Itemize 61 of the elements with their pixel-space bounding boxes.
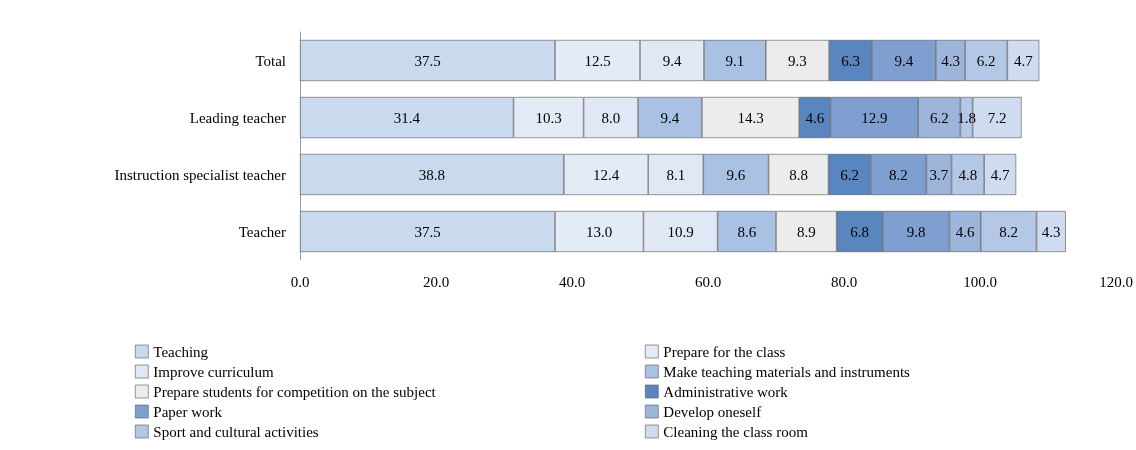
data-label: 9.4 xyxy=(662,52,682,69)
legend-label: Paper work xyxy=(153,403,223,420)
x-tick-label: 60.0 xyxy=(694,273,722,290)
data-label: 4.7 xyxy=(1013,52,1034,69)
data-label: 9.1 xyxy=(725,52,745,69)
data-label: 4.6 xyxy=(805,109,825,126)
x-tick-label: 120.0 xyxy=(1099,273,1133,290)
data-label: 12.4 xyxy=(592,166,620,183)
data-label: 37.5 xyxy=(414,223,441,240)
data-label: 8.8 xyxy=(789,166,808,183)
data-label: 6.2 xyxy=(976,52,996,69)
data-label: 4.3 xyxy=(1041,223,1061,240)
x-tick-label: 0.0 xyxy=(290,273,310,290)
data-label: 8.6 xyxy=(737,223,757,240)
legend-label: Cleaning the class room xyxy=(663,423,809,440)
data-label: 31.4 xyxy=(393,109,421,126)
data-label: 9.4 xyxy=(660,109,680,126)
data-label: 4.7 xyxy=(990,166,1011,183)
data-label: 8.2 xyxy=(889,166,908,183)
data-label: 10.3 xyxy=(535,109,562,126)
data-label: 8.1 xyxy=(666,166,686,183)
data-label: 7.2 xyxy=(987,109,1007,126)
data-label: 4.3 xyxy=(941,52,960,69)
data-label: 9.8 xyxy=(906,223,926,240)
data-label: 8.9 xyxy=(796,223,816,240)
y-tick-label: Leading teacher xyxy=(189,109,286,126)
y-tick-label: Instruction specialist teacher xyxy=(114,166,286,183)
legend-label: Prepare students for competition on the subject xyxy=(153,383,437,400)
data-label: 10.9 xyxy=(667,223,694,240)
data-label: 4.6 xyxy=(955,223,976,240)
x-tick-label: 80.0 xyxy=(830,273,858,290)
data-label: 12.5 xyxy=(584,52,611,69)
data-label: 38.8 xyxy=(418,166,446,183)
legend-label: Make teaching materials and instruments xyxy=(663,363,911,380)
data-label: 8.0 xyxy=(601,109,621,126)
legend-label: Improve curriculum xyxy=(153,363,275,380)
data-label: 4.8 xyxy=(958,166,978,183)
y-tick-label: Total xyxy=(255,52,286,69)
legend-label: Teaching xyxy=(153,343,209,360)
legend-label: Sport and cultural activities xyxy=(153,423,319,440)
data-label: 9.6 xyxy=(726,166,746,183)
data-label: 6.2 xyxy=(840,166,859,183)
data-label: 12.9 xyxy=(861,109,888,126)
data-label: 6.3 xyxy=(841,52,860,69)
data-label: 1.8 xyxy=(957,109,976,126)
legend-label: Develop oneself xyxy=(663,403,762,420)
data-label: 8.2 xyxy=(999,223,1019,240)
data-label: 9.4 xyxy=(894,52,914,69)
data-label: 6.2 xyxy=(929,109,949,126)
data-label: 13.0 xyxy=(586,223,613,240)
x-tick-label: 40.0 xyxy=(558,273,586,290)
data-label: 9.3 xyxy=(788,52,807,69)
data-label: 3.7 xyxy=(929,166,949,183)
y-tick-label: Teacher xyxy=(238,223,286,240)
legend-label: Prepare for the class xyxy=(663,343,786,360)
legend-label: Administrative work xyxy=(663,383,789,400)
x-tick-label: 20.0 xyxy=(422,273,450,290)
x-tick-label: 100.0 xyxy=(963,273,997,290)
data-label: 37.5 xyxy=(414,52,441,69)
data-label: 6.8 xyxy=(850,223,870,240)
data-label: 14.3 xyxy=(737,109,764,126)
